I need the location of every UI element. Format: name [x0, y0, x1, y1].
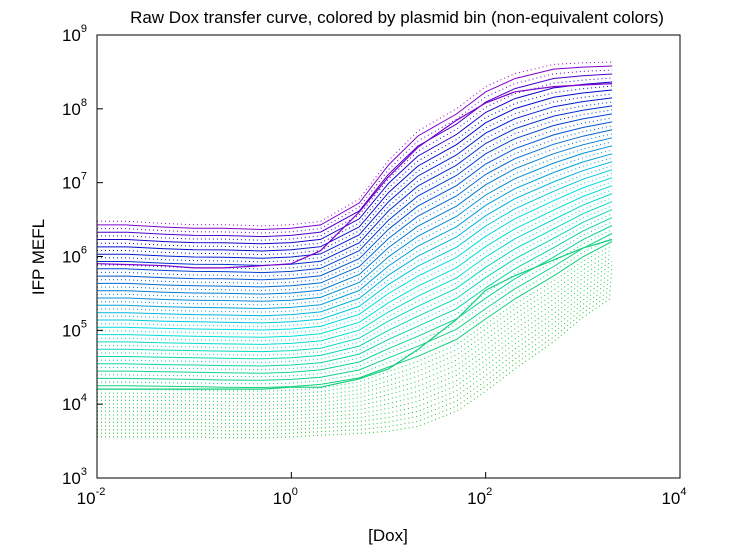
- series-line-bin-11: [97, 256, 613, 403]
- series-line-bin-27: [97, 193, 613, 345]
- series-line-bin-41: [97, 137, 613, 295]
- series-line-sample-bin-14: [97, 238, 613, 390]
- series-line-bin-30: [97, 181, 613, 335]
- series-line-bin-55: [97, 81, 613, 245]
- y-axis-label: IFP MEFL: [29, 219, 48, 295]
- series-line-bin-47: [97, 113, 613, 274]
- series-line-bin-43: [97, 129, 613, 288]
- series-line-bin-59: [97, 65, 613, 231]
- series-line-bin-31: [97, 177, 613, 331]
- series-line-bin-49: [97, 105, 613, 266]
- x-tick-label: 104: [661, 486, 686, 508]
- x-tick-label: 100: [273, 486, 298, 508]
- series-line-bin-33: [97, 169, 613, 324]
- x-axis-label: [Dox]: [368, 526, 408, 545]
- series-line-bin-32: [97, 173, 613, 328]
- series-line-bin-35: [97, 161, 613, 317]
- series-line-bin-22: [97, 213, 613, 363]
- y-tick-label: 104: [62, 392, 87, 414]
- series-line-bin-58: [97, 69, 613, 234]
- series-line-bin-45: [97, 121, 613, 281]
- series-line-bin-39: [97, 145, 613, 302]
- series-line-bin-29: [97, 185, 613, 338]
- series-line-bin-21: [97, 217, 613, 367]
- series-line-bin-53: [97, 89, 613, 252]
- series-line-bin-13: [97, 249, 613, 396]
- series-line-bin-51: [97, 97, 613, 259]
- series-line-sample-bin-58: [96, 83, 613, 269]
- series-line-bin-10: [97, 260, 613, 407]
- series-line-bin-37: [97, 153, 613, 310]
- y-tick-label: 106: [62, 245, 87, 267]
- series-line-bin-17: [97, 233, 613, 381]
- y-tick-label: 105: [62, 318, 87, 340]
- x-tick-label: 102: [467, 486, 492, 508]
- series-line-bin-57: [97, 73, 613, 238]
- series-line-bin-25: [97, 201, 613, 353]
- series-line-bin-46: [97, 117, 613, 277]
- y-tick-label: 103: [62, 466, 87, 488]
- series-line-bin-36: [97, 157, 613, 313]
- chart-title: Raw Dox transfer curve, colored by plasm…: [130, 8, 664, 27]
- series-line-bin-23: [97, 209, 613, 360]
- series-line-bin-60: [97, 61, 613, 227]
- series-layer: [96, 61, 613, 439]
- series-line-bin-15: [97, 241, 613, 389]
- y-tick-label: 109: [62, 23, 87, 45]
- y-tick-label: 108: [62, 97, 87, 119]
- series-line-bin-19: [97, 225, 613, 374]
- series-line-bin-34: [97, 165, 613, 320]
- series-line-bin-12: [97, 253, 613, 399]
- y-tick-label: 107: [62, 171, 87, 193]
